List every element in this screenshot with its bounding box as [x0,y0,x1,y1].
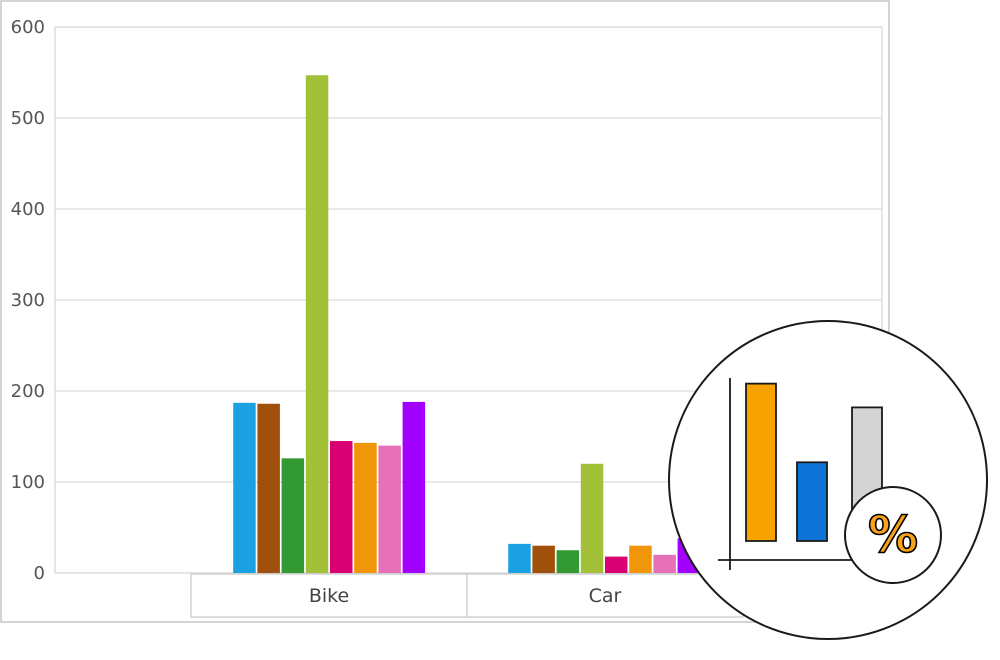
badge-bar-1 [745,382,777,542]
bar-bike-series-8 [402,401,426,573]
category-label-bike: Bike [309,585,349,607]
bar-bike-series-2 [257,403,280,573]
percent-symbol: % [868,506,918,564]
y-tick-label: 0 [34,563,45,584]
badge-circle [668,320,988,640]
bar-car-series-4 [580,463,604,573]
category-cell [466,573,744,618]
bar-car-series-1 [508,543,531,573]
badge-bars [745,382,883,542]
percent-bar-chart-icon: % [668,320,988,640]
y-tick-label: 500 [11,108,45,129]
bar-bike-series-1 [233,402,256,573]
bar-car-series-3 [556,550,580,573]
y-tick-label: 600 [11,17,45,38]
y-axis-ticks: 0 100 200 300 400 500 600 [11,17,45,584]
badge-bar-2 [796,461,828,542]
y-tick-label: 300 [11,290,45,311]
x-axis-categories: Bike Car [190,573,744,618]
category-label-car: Car [589,585,622,607]
category-cell [190,573,468,618]
bar-bike-series-4 [305,75,329,573]
bar-bike-series-3 [281,458,305,573]
bar-bike-series-6 [354,442,377,573]
y-tick-label: 400 [11,199,45,220]
bar-car-series-7 [653,554,676,573]
percent-circle [844,486,942,584]
bars [233,75,701,573]
bar-car-series-2 [532,545,555,573]
bar-bike-series-5 [330,441,353,573]
y-tick-label: 100 [11,472,45,493]
y-tick-label: 200 [11,381,45,402]
bar-car-series-6 [629,545,652,573]
bar-car-series-5 [605,556,628,573]
bar-bike-series-7 [378,445,401,573]
